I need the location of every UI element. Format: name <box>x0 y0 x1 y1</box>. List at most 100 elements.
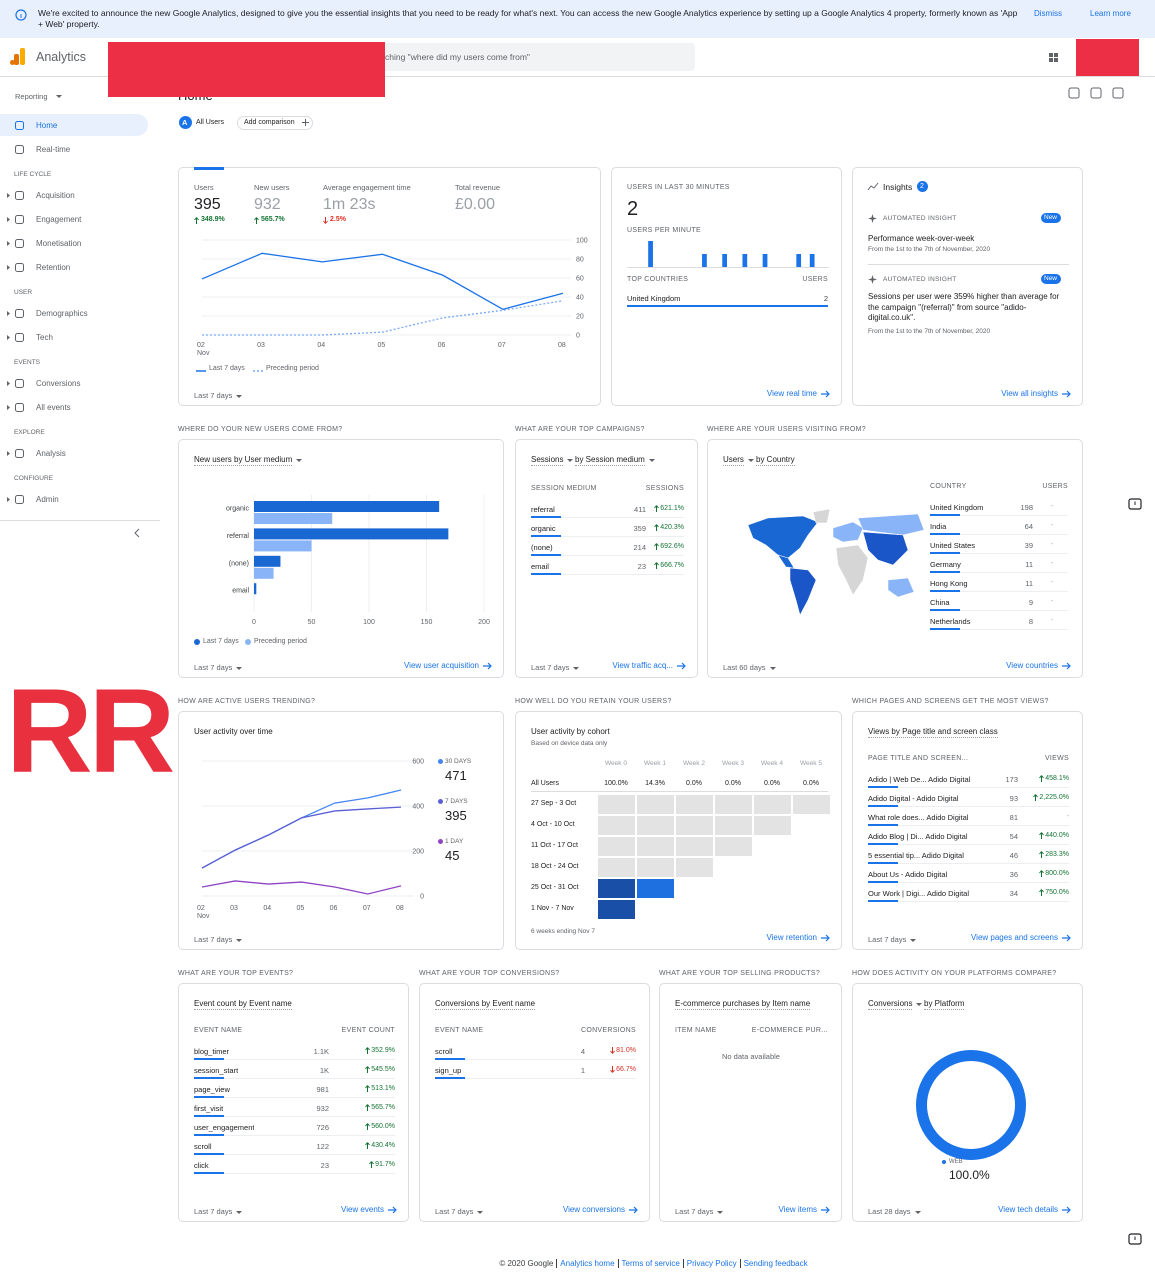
date-range[interactable]: Last 7 days <box>675 1207 714 1216</box>
y-tick-label: 0 <box>420 894 424 901</box>
date-range[interactable]: Last 7 days <box>868 935 907 944</box>
nav-item[interactable]: Real-time <box>36 145 71 154</box>
dropdown[interactable]: Views by Page title and screen class <box>868 727 998 738</box>
add-comparison[interactable]: Add comparison <box>244 119 295 126</box>
legend-label: Preceding period <box>266 365 319 372</box>
card-link[interactable]: View retention <box>766 933 817 942</box>
card-link[interactable]: View all insights <box>1001 389 1058 398</box>
toolbar-icon[interactable] <box>1090 87 1102 99</box>
legend-value: 45 <box>445 848 460 863</box>
footer-link[interactable]: Privacy Policy <box>682 1259 740 1268</box>
footer-link[interactable]: Terms of service <box>617 1259 683 1268</box>
learn-more-link[interactable]: Learn more <box>1090 9 1131 18</box>
card-link[interactable]: View real time <box>766 389 817 398</box>
row-label: referral <box>531 505 555 514</box>
change: 692.6% <box>660 543 684 550</box>
footer-link[interactable]: Analytics home <box>556 1259 617 1268</box>
date-range[interactable]: Last 7 days <box>531 663 570 672</box>
date-range[interactable]: Last 7 days <box>194 1207 233 1216</box>
change-arrow <box>369 1161 374 1168</box>
card-link[interactable]: View conversions <box>562 1205 625 1214</box>
card-link[interactable]: View countries <box>1006 661 1058 670</box>
dropdown[interactable]: by Platform <box>924 999 965 1010</box>
dropdown[interactable]: Users <box>723 455 744 466</box>
search-input[interactable]: ching "where did my users come from" <box>385 52 530 62</box>
nav-item[interactable]: Home <box>36 121 58 130</box>
row-label: (none) <box>531 543 553 552</box>
legend-swatch <box>253 370 263 372</box>
x-tick-label: 03 <box>257 342 265 349</box>
row-bar <box>868 862 898 864</box>
footer-link[interactable]: Sending feedback <box>739 1259 811 1268</box>
card-link[interactable]: View user acquisition <box>403 661 479 670</box>
date-range[interactable]: Last 7 days <box>435 1207 474 1216</box>
line-series <box>202 300 564 336</box>
row-value: 173 <box>1005 775 1018 784</box>
nav-item[interactable]: All events <box>36 403 71 412</box>
segment-chip[interactable]: All Users <box>196 119 225 126</box>
card-link[interactable]: View traffic acq... <box>612 661 673 670</box>
x-tick-label: 200 <box>478 619 490 626</box>
arrow-icon <box>254 217 259 224</box>
dropdown[interactable]: Conversions by Event name <box>435 999 536 1010</box>
card-link[interactable]: View events <box>341 1205 384 1214</box>
nav-item[interactable]: Acquisition <box>36 191 75 200</box>
link-arrow <box>1062 662 1071 670</box>
card-link[interactable]: View items <box>778 1205 817 1214</box>
change: 440.0% <box>1045 832 1069 839</box>
dismiss-button[interactable]: Dismiss <box>1034 9 1062 18</box>
insight-title[interactable]: Sessions per user were 359% higher than … <box>868 292 1060 322</box>
dropdown[interactable]: New users by User medium <box>194 455 293 466</box>
y-tick-label: 80 <box>576 257 584 264</box>
date-range[interactable]: Last 60 days <box>723 663 766 672</box>
date-range[interactable]: Last 7 days <box>194 391 233 400</box>
nav-item[interactable]: Analysis <box>36 449 66 458</box>
feedback-button[interactable] <box>1128 1233 1142 1247</box>
dropdown[interactable]: E-commerce purchases by Item name <box>675 999 811 1010</box>
expand-icon <box>7 497 10 502</box>
date-range[interactable]: Last 7 days <box>194 935 233 944</box>
insight-title[interactable]: Performance week-over-week <box>868 234 975 243</box>
nav-item[interactable]: Retention <box>36 263 71 272</box>
change: 458.1% <box>1045 775 1069 782</box>
legend-swatch <box>196 370 206 372</box>
section-heading: HOW WELL DO YOU RETAIN YOUR USERS? <box>515 698 672 705</box>
chevron <box>134 528 140 538</box>
row-label: 5 essential tip... Adido Digital <box>868 851 964 860</box>
row-divider <box>868 863 1069 864</box>
row-value: 11 <box>1025 579 1033 588</box>
card-link[interactable]: View pages and screens <box>970 933 1058 942</box>
per-minute-chart <box>627 241 829 268</box>
card-link[interactable]: View tech details <box>998 1205 1058 1214</box>
dropdown[interactable]: by Country <box>756 455 795 466</box>
row-divider <box>868 844 1069 845</box>
y-tick-label: 0 <box>576 333 580 340</box>
feedback-button[interactable] <box>1128 498 1142 512</box>
toolbar-icon[interactable] <box>1068 87 1080 99</box>
expand-icon <box>7 335 10 340</box>
dropdown[interactable]: Event count by Event name <box>194 999 292 1010</box>
nav-item[interactable]: Tech <box>36 333 53 342</box>
nav-item[interactable]: Demographics <box>36 309 88 318</box>
row-label: United States <box>930 541 976 550</box>
expand-caret <box>7 193 10 198</box>
nav-item[interactable]: Conversions <box>36 379 81 388</box>
nav-item[interactable]: Engagement <box>36 215 82 224</box>
date-range[interactable]: Last 28 days <box>868 1207 911 1216</box>
dropdown[interactable]: Conversions <box>868 999 913 1010</box>
nav-item[interactable]: Admin <box>36 495 59 504</box>
toolbar-icon[interactable] <box>1112 87 1124 99</box>
row-value: 1K <box>319 1066 329 1075</box>
metric-label: Average engagement time <box>323 183 411 192</box>
dropdown[interactable]: by Session medium <box>575 455 645 466</box>
date-range[interactable]: Last 7 days <box>194 663 233 672</box>
reporting-menu[interactable]: Reporting <box>15 92 48 101</box>
new-badge-bg <box>1041 213 1061 223</box>
cohort-label: 1 Nov - 7 Nov <box>531 905 574 912</box>
x-tick-label: 50 <box>308 619 316 626</box>
dropdown[interactable]: Sessions <box>531 455 564 466</box>
nav-item[interactable]: Monetisation <box>36 239 82 248</box>
change: 545.5% <box>371 1066 395 1073</box>
collapse-button[interactable] <box>134 528 140 538</box>
row-divider <box>531 517 684 518</box>
